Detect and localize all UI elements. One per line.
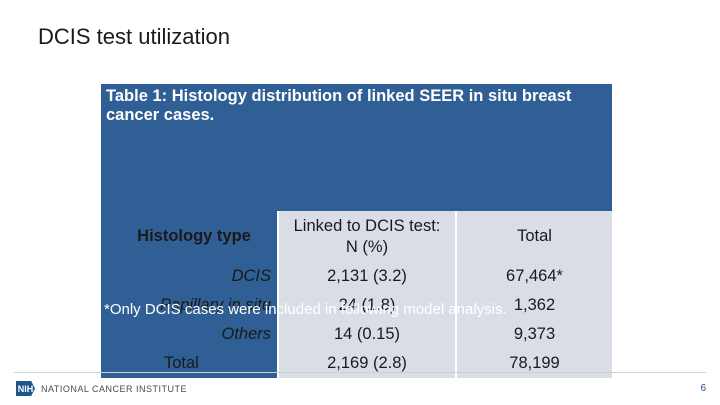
row-total-value: 1,362 (457, 291, 612, 320)
footer-divider (14, 372, 706, 373)
nih-logo-icon: NIH (16, 381, 35, 396)
row-histology-type: Total (101, 349, 277, 378)
table-row: Papillary in situ 24 (1.8) 1,362 (101, 291, 612, 320)
header-linked-line2: N (%) (345, 237, 389, 256)
row-total-value: 67,464* (457, 262, 612, 291)
header-linked-line1: Linked to DCIS test: (293, 216, 441, 235)
table-total-row: Total 2,169 (2.8) 78,199 (101, 349, 612, 378)
table-caption: Table 1: Histology distribution of linke… (106, 87, 572, 124)
nci-logo: NIH NATIONAL CANCER INSTITUTE (16, 381, 187, 396)
header-histology-type: Histology type (101, 211, 277, 262)
slide-title: DCIS test utilization (38, 24, 230, 49)
row-total-value: 9,373 (457, 320, 612, 349)
page-number: 6 (700, 383, 706, 394)
table-row: Others 14 (0.15) 9,373 (101, 320, 612, 349)
header-linked-to-dcis: Linked to DCIS test: N (%) (277, 211, 457, 262)
row-total-value: 78,199 (457, 349, 612, 378)
row-histology-type: Others (101, 320, 277, 349)
table-header-row: Histology type Linked to DCIS test: N (%… (101, 211, 612, 262)
logo-text: NATIONAL CANCER INSTITUTE (41, 383, 188, 394)
histology-table: Table 1: Histology distribution of linke… (101, 84, 612, 378)
table-footnote: *Only DCIS cases were included in follow… (104, 301, 507, 318)
header-total: Total (457, 211, 612, 262)
table-row: DCIS 2,131 (3.2) 67,464* (101, 262, 612, 291)
row-histology-type: Papillary in situ (101, 291, 277, 320)
row-histology-type: DCIS (101, 262, 277, 291)
row-linked-value: 2,131 (3.2) (277, 262, 457, 291)
row-linked-value: 2,169 (2.8) (277, 349, 457, 378)
row-linked-value: 24 (1.8) (277, 291, 457, 320)
row-linked-value: 14 (0.15) (277, 320, 457, 349)
